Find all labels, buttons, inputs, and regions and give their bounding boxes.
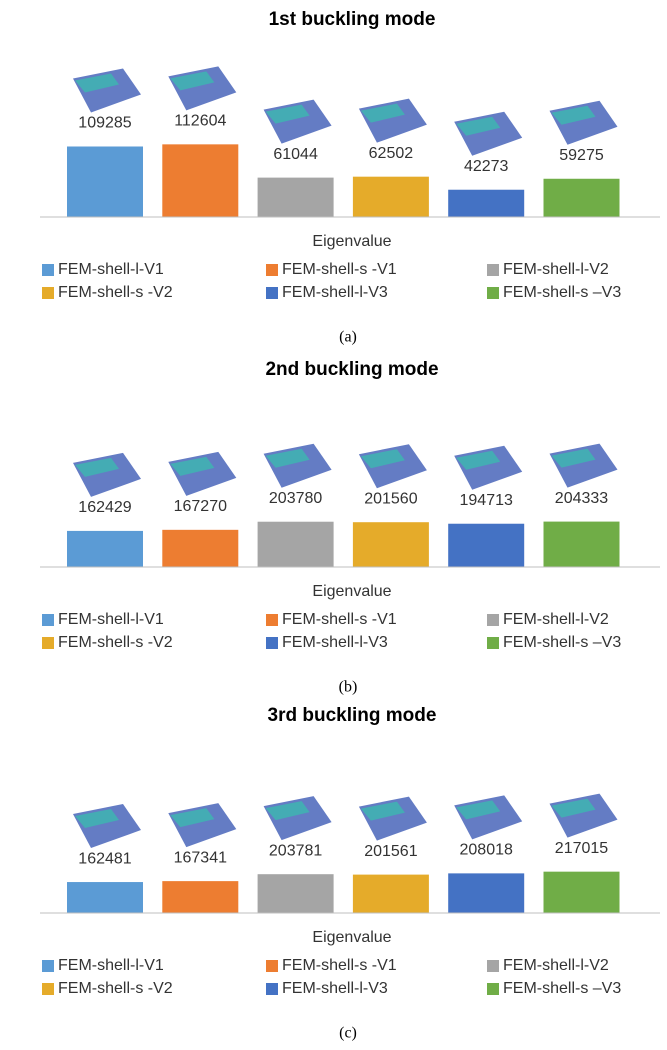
legend-label: FEM-shell-s –V3: [503, 980, 621, 997]
legend-swatch: [42, 960, 54, 972]
bar: [353, 875, 429, 913]
legend-swatch: [42, 637, 54, 649]
legend-swatch: [42, 983, 54, 995]
bar: [448, 873, 524, 913]
legend-swatch: [266, 983, 278, 995]
value-label: 62502: [369, 145, 414, 162]
bar: [353, 522, 429, 567]
legend-label: FEM-shell-l-V3: [282, 980, 388, 997]
legend-label: FEM-shell-s -V2: [58, 980, 173, 997]
legend-swatch: [487, 287, 499, 299]
legend-label: FEM-shell-l-V1: [58, 611, 164, 628]
legend-label: FEM-shell-l-V2: [503, 261, 609, 278]
legend-label: FEM-shell-s –V3: [503, 634, 621, 651]
bar: [353, 177, 429, 217]
value-label: 162429: [78, 499, 131, 516]
value-label: 109285: [78, 115, 131, 132]
value-label: 203781: [269, 842, 322, 859]
value-label: 217015: [555, 840, 608, 857]
x-axis-label: Eigenvalue: [312, 929, 391, 946]
bar: [448, 190, 524, 217]
caption: (b): [339, 679, 358, 696]
value-label: 208018: [460, 842, 513, 859]
value-label: 201561: [364, 843, 417, 860]
chart: 2nd buckling mode 162429 FEM-shell-l-V1 167…: [40, 359, 660, 696]
legend-swatch: [42, 287, 54, 299]
legend-swatch: [487, 614, 499, 626]
legend-swatch: [266, 637, 278, 649]
legend-swatch: [266, 614, 278, 626]
legend-label: FEM-shell-s -V1: [282, 261, 397, 278]
legend-label: FEM-shell-l-V1: [58, 957, 164, 974]
caption: (a): [339, 329, 357, 346]
figure: 1st buckling mode 109285 FEM-shell-l-V1 112…: [0, 0, 667, 1050]
chart-title: 2nd buckling mode: [265, 359, 438, 380]
value-label: 204333: [555, 490, 608, 507]
legend-label: FEM-shell-s -V1: [282, 611, 397, 628]
legend-label: FEM-shell-l-V3: [282, 284, 388, 301]
legend-label: FEM-shell-s -V2: [58, 284, 173, 301]
legend-label: FEM-shell-s -V2: [58, 634, 173, 651]
legend-label: FEM-shell-l-V3: [282, 634, 388, 651]
chart: 3rd buckling mode 162481 FEM-shell-l-V1 167…: [40, 705, 660, 1042]
legend-swatch: [487, 637, 499, 649]
bar: [258, 522, 334, 567]
value-label: 59275: [559, 147, 604, 164]
bar: [448, 524, 524, 567]
value-label: 112604: [174, 113, 226, 130]
legend-swatch: [42, 614, 54, 626]
bar: [258, 178, 334, 217]
bar: [67, 146, 143, 217]
legend-swatch: [266, 960, 278, 972]
value-label: 194713: [460, 492, 513, 509]
value-label: 167270: [174, 498, 227, 515]
legend-swatch: [42, 264, 54, 276]
bar: [544, 522, 620, 567]
legend-swatch: [487, 960, 499, 972]
bar: [162, 530, 238, 567]
legend-label: FEM-shell-l-V1: [58, 261, 164, 278]
x-axis-label: Eigenvalue: [312, 583, 391, 600]
chart-title: 3rd buckling mode: [268, 705, 437, 726]
bar: [258, 874, 334, 913]
bar: [162, 881, 238, 913]
caption: (c): [339, 1025, 357, 1042]
value-label: 162481: [78, 850, 131, 867]
value-label: 42273: [464, 158, 509, 175]
legend-swatch: [266, 287, 278, 299]
x-axis-label: Eigenvalue: [312, 233, 391, 250]
value-label: 201560: [364, 490, 417, 507]
bar: [544, 179, 620, 217]
chart-title: 1st buckling mode: [269, 9, 436, 30]
legend-label: FEM-shell-l-V2: [503, 957, 609, 974]
legend-swatch: [487, 264, 499, 276]
legend-label: FEM-shell-l-V2: [503, 611, 609, 628]
bar: [162, 144, 238, 217]
value-label: 61044: [273, 146, 318, 163]
legend-swatch: [487, 983, 499, 995]
bar: [544, 872, 620, 913]
chart: 1st buckling mode 109285 FEM-shell-l-V1 112…: [40, 9, 660, 346]
bar: [67, 882, 143, 913]
value-label: 167341: [174, 849, 227, 866]
bar: [67, 531, 143, 567]
value-label: 203780: [269, 490, 322, 507]
legend-swatch: [266, 264, 278, 276]
legend-label: FEM-shell-s –V3: [503, 284, 621, 301]
legend-label: FEM-shell-s -V1: [282, 957, 397, 974]
